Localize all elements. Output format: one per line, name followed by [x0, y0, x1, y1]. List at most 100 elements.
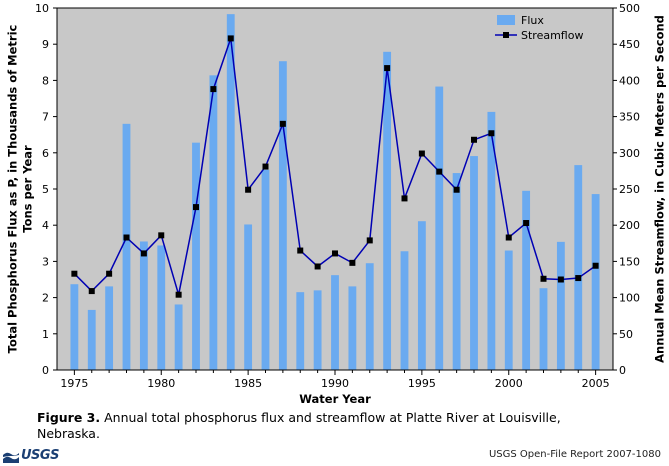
streamflow-point-1991: [349, 259, 356, 266]
flux-bar-1986: [261, 169, 270, 370]
y-right-title: Annual Mean Streamflow, in Cubic Meters …: [653, 15, 667, 363]
flux-bar-1997: [452, 173, 461, 370]
figure-caption: Figure 3. Annual total phosphorus flux a…: [37, 410, 597, 442]
y-axis-left: 0 1 2 3 4 5 6 7 8 9 10: [35, 2, 57, 377]
flux-bar-1993: [383, 51, 392, 370]
streamflow-point-1981: [175, 291, 182, 298]
usgs-logo-text: USGS: [21, 448, 59, 463]
y-left-tick-label-1: 1: [42, 328, 49, 341]
y-left-title-line-2: Tons per Year: [21, 145, 35, 233]
streamflow-point-1999: [488, 130, 495, 137]
flux-bar-2004: [574, 165, 583, 370]
y-left-title-line-1: Total Phosphorus Flux as P, in Thousands…: [6, 24, 20, 353]
streamflow-point-2004: [575, 275, 582, 282]
y-left-tick-label-4: 4: [42, 219, 49, 232]
y-left-tick-label-8: 8: [42, 74, 49, 87]
x-tick-label-1980: 1980: [147, 377, 175, 390]
y-right-tick-label-50: 50: [619, 328, 633, 341]
x-tick-label-1995: 1995: [408, 377, 436, 390]
streamflow-point-1985: [245, 186, 252, 193]
flux-bar-1978: [122, 123, 131, 370]
flux-bar-2005: [591, 194, 600, 370]
flux-bar-1998: [470, 156, 478, 370]
y-right-tick-label-150: 150: [619, 255, 640, 268]
x-tick-label-2005: 2005: [582, 377, 610, 390]
chart: 1975 1980 1985 1990 1995 2000 2005 01234567891…: [6, 2, 667, 406]
flux-bar-1981: [174, 304, 183, 370]
streamflow-point-2000: [505, 234, 512, 241]
streamflow-point-1996: [436, 168, 443, 175]
streamflow-point-1992: [366, 237, 373, 244]
y-right-tick-label-100: 100: [619, 292, 640, 305]
streamflow-point-1977: [106, 270, 113, 277]
streamflow-point-1978: [123, 234, 130, 241]
streamflow-point-2001: [523, 220, 530, 227]
legend-flux-label: Flux: [521, 14, 544, 27]
streamflow-series: [71, 35, 599, 298]
caption-label: Figure 3.: [37, 410, 101, 425]
streamflow-point-1997: [453, 186, 460, 193]
streamflow-point-1983: [210, 86, 217, 93]
flux-bar-1980: [157, 245, 166, 370]
streamflow-point-1990: [332, 250, 338, 257]
legend-streamflow-marker: [503, 32, 509, 38]
streamflow-point-1975: [71, 270, 78, 277]
flux-bar-1989: [313, 290, 322, 370]
y-right-tick-label-500: 500: [619, 2, 640, 15]
y-right-tick-label-350: 350: [619, 111, 640, 124]
streamflow-point-1986: [262, 163, 269, 170]
streamflow-point-1987: [279, 120, 286, 127]
flux-bar-1982: [192, 142, 200, 370]
flux-bar-2003: [556, 241, 565, 370]
flux-bar-1988: [296, 292, 305, 370]
streamflow-point-1998: [471, 136, 477, 143]
y-left-tick-label-3: 3: [42, 255, 49, 268]
y-right-tick-label-450: 450: [619, 38, 640, 51]
flux-bar-1984: [226, 14, 235, 371]
y-left-tick-label-9: 9: [42, 38, 49, 51]
y-right-tick-label-0: 0: [619, 364, 626, 377]
flux-bar-2002: [539, 288, 548, 370]
legend-flux-swatch: [497, 15, 515, 25]
x-tick-label-1975: 1975: [60, 377, 88, 390]
streamflow-point-2002: [540, 275, 547, 282]
streamflow-point-1982: [193, 204, 199, 211]
x-tick-label-1985: 1985: [234, 377, 262, 390]
flux-bar-1996: [435, 86, 444, 370]
streamflow-point-1994: [401, 195, 408, 202]
flux-bar-1983: [209, 75, 218, 370]
legend: Flux Streamflow: [495, 14, 583, 42]
y-axis-right-title: Annual Mean Streamflow, in Cubic Meters …: [653, 15, 667, 363]
flux-bar-1994: [400, 251, 409, 370]
y-left-tick-label-6: 6: [42, 147, 49, 160]
report-id: USGS Open-File Report 2007-1080: [488, 449, 661, 460]
usgs-wave-icon: [3, 452, 19, 463]
flux-bar-1977: [105, 286, 114, 370]
flux-bar-1991: [348, 286, 357, 370]
flux-bar-2000: [504, 250, 513, 370]
flux-bar-1975: [70, 284, 79, 370]
streamflow-point-2003: [557, 276, 564, 283]
flux-bars: [70, 14, 600, 371]
x-axis: 1975 1980 1985 1990 1995 2000 2005: [60, 370, 610, 390]
flux-bar-1990: [331, 275, 339, 370]
flux-bar-1992: [365, 263, 374, 370]
flux-bar-1979: [139, 241, 148, 370]
streamflow-point-1995: [418, 150, 425, 157]
streamflow-point-1979: [140, 250, 147, 257]
caption-text: Annual total phosphorus flux and streamf…: [37, 410, 561, 441]
flux-bar-2001: [522, 190, 531, 370]
streamflow-point-1976: [88, 288, 95, 295]
y-right-tick-label-400: 400: [619, 74, 640, 87]
streamflow-point-1989: [314, 263, 321, 270]
y-left-tick-label-0: 0: [42, 364, 49, 377]
x-tick-label-2000: 2000: [495, 377, 523, 390]
streamflow-point-1984: [227, 35, 234, 42]
streamflow-point-1980: [158, 232, 165, 239]
flux-bar-1976: [87, 309, 96, 370]
y-left-tick-label-2: 2: [42, 292, 49, 305]
usgs-logo: USGS: [3, 447, 59, 464]
streamflow-point-1993: [384, 65, 391, 72]
y-axis-right: 0 50 100 150 200 250 300 350 400 450 500: [613, 2, 640, 377]
streamflow-point-1988: [297, 247, 304, 254]
